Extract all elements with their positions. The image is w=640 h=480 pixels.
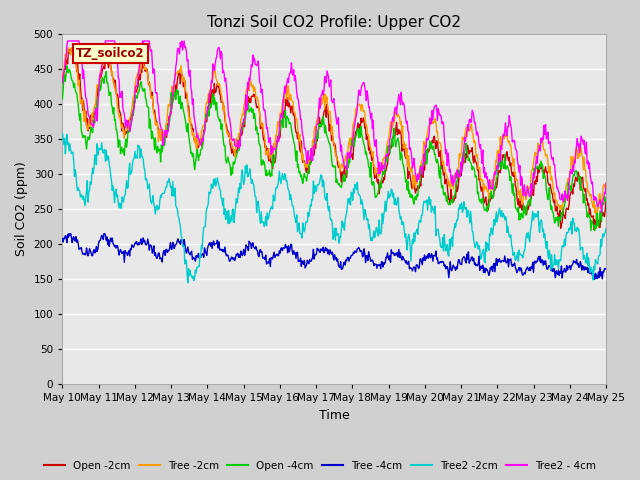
Tree2 - 4cm bbox=[417, 165, 424, 170]
Tree -4cm bbox=[401, 257, 409, 263]
Tree -2cm bbox=[209, 76, 217, 82]
Open -2cm bbox=[590, 227, 598, 232]
Tree2 - 4cm bbox=[64, 38, 72, 44]
Tree -4cm bbox=[69, 236, 77, 241]
Open -2cm bbox=[417, 183, 424, 189]
Tree -2cm bbox=[69, 45, 77, 51]
Open -4cm bbox=[209, 91, 217, 97]
Open -2cm bbox=[401, 152, 409, 158]
Tree -2cm bbox=[401, 145, 409, 151]
Tree -2cm bbox=[125, 121, 132, 127]
Open -2cm bbox=[209, 88, 217, 94]
Open -4cm bbox=[69, 79, 77, 84]
Legend: Open -2cm, Tree -2cm, Open -4cm, Tree -4cm, Tree2 -2cm, Tree2 - 4cm: Open -2cm, Tree -2cm, Open -4cm, Tree -4… bbox=[40, 456, 600, 475]
Line: Open -4cm: Open -4cm bbox=[62, 66, 606, 231]
Tree -2cm bbox=[602, 180, 610, 185]
Tree2 - 4cm bbox=[69, 38, 77, 44]
Open -4cm bbox=[63, 63, 70, 69]
Tree -4cm bbox=[58, 236, 66, 242]
Open -2cm bbox=[602, 196, 610, 202]
Tree2 - 4cm bbox=[58, 80, 66, 86]
Tree -2cm bbox=[64, 45, 72, 51]
Open -4cm bbox=[401, 172, 409, 178]
Tree -4cm bbox=[125, 248, 132, 253]
Open -4cm bbox=[58, 96, 66, 102]
Open -4cm bbox=[125, 130, 132, 135]
X-axis label: Time: Time bbox=[319, 409, 349, 422]
Tree2 - 4cm bbox=[180, 38, 188, 44]
Tree2 -2cm bbox=[58, 130, 66, 136]
Tree2 -2cm bbox=[184, 280, 192, 286]
Tree2 -2cm bbox=[401, 234, 409, 240]
Tree2 - 4cm bbox=[602, 180, 610, 186]
Tree -2cm bbox=[417, 167, 424, 172]
Tree -4cm bbox=[180, 237, 188, 242]
Open -4cm bbox=[180, 110, 188, 116]
Open -4cm bbox=[591, 228, 598, 234]
Open -2cm bbox=[125, 118, 132, 123]
Tree -4cm bbox=[591, 276, 598, 282]
Line: Tree -2cm: Tree -2cm bbox=[62, 48, 606, 219]
Tree2 -2cm bbox=[417, 219, 424, 225]
Tree2 -2cm bbox=[209, 185, 217, 191]
Tree -2cm bbox=[593, 216, 600, 222]
Tree2 - 4cm bbox=[209, 61, 217, 67]
Tree -4cm bbox=[65, 231, 73, 237]
Line: Tree -4cm: Tree -4cm bbox=[62, 234, 606, 279]
Tree2 - 4cm bbox=[401, 109, 409, 115]
Tree2 - 4cm bbox=[125, 120, 132, 126]
Open -2cm bbox=[180, 81, 188, 86]
Line: Tree2 -2cm: Tree2 -2cm bbox=[62, 133, 606, 283]
Open -4cm bbox=[602, 196, 610, 202]
Line: Open -2cm: Open -2cm bbox=[62, 48, 606, 229]
Tree -2cm bbox=[180, 75, 188, 81]
Tree2 -2cm bbox=[179, 242, 187, 248]
Tree2 -2cm bbox=[602, 226, 610, 232]
Tree -4cm bbox=[602, 266, 610, 272]
Open -2cm bbox=[68, 45, 76, 51]
Open -2cm bbox=[69, 50, 77, 56]
Tree2 - 4cm bbox=[598, 209, 605, 215]
Tree -4cm bbox=[209, 240, 217, 246]
Y-axis label: Soil CO2 (ppm): Soil CO2 (ppm) bbox=[15, 162, 28, 256]
Tree -4cm bbox=[417, 256, 424, 262]
Tree2 -2cm bbox=[124, 185, 132, 191]
Text: TZ_soilco2: TZ_soilco2 bbox=[76, 47, 145, 60]
Tree -2cm bbox=[58, 80, 66, 86]
Open -2cm bbox=[58, 73, 66, 79]
Tree2 -2cm bbox=[68, 149, 76, 155]
Open -4cm bbox=[417, 163, 424, 168]
Title: Tonzi Soil CO2 Profile: Upper CO2: Tonzi Soil CO2 Profile: Upper CO2 bbox=[207, 15, 461, 30]
Line: Tree2 - 4cm: Tree2 - 4cm bbox=[62, 41, 606, 212]
